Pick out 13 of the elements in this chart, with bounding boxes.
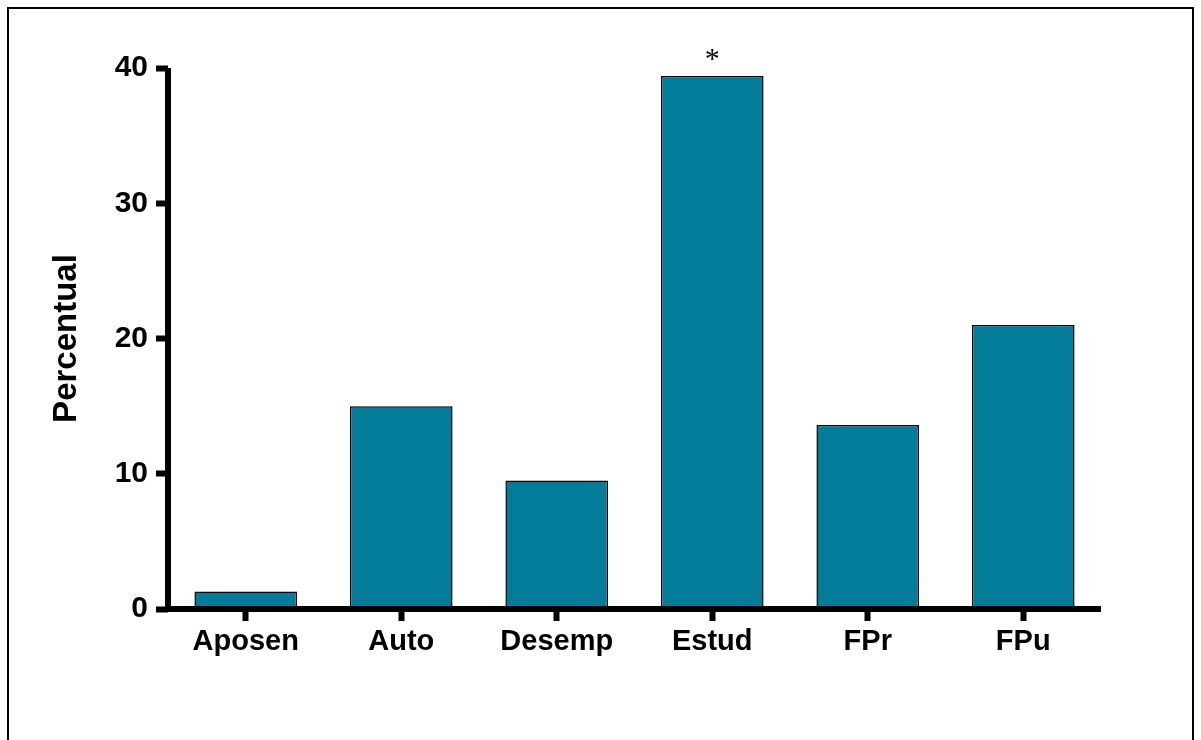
x-tick-label: Estud xyxy=(671,624,753,657)
y-tick-label: 10 xyxy=(114,455,148,489)
annotation: * xyxy=(704,41,720,75)
y-tick-label: 40 xyxy=(114,49,148,83)
x-tick-label: Desemp xyxy=(500,624,614,657)
y-axis-title: Percentual xyxy=(45,254,83,423)
x-tick-label: FPr xyxy=(843,624,892,657)
y-tick-label: 20 xyxy=(114,319,148,353)
x-tick-label: Aposen xyxy=(192,624,299,657)
y-tick-label: 30 xyxy=(114,184,148,218)
x-tick-label: Auto xyxy=(368,624,435,657)
x-tick-label: FPu xyxy=(995,624,1051,657)
y-tick-label: 0 xyxy=(131,590,148,624)
